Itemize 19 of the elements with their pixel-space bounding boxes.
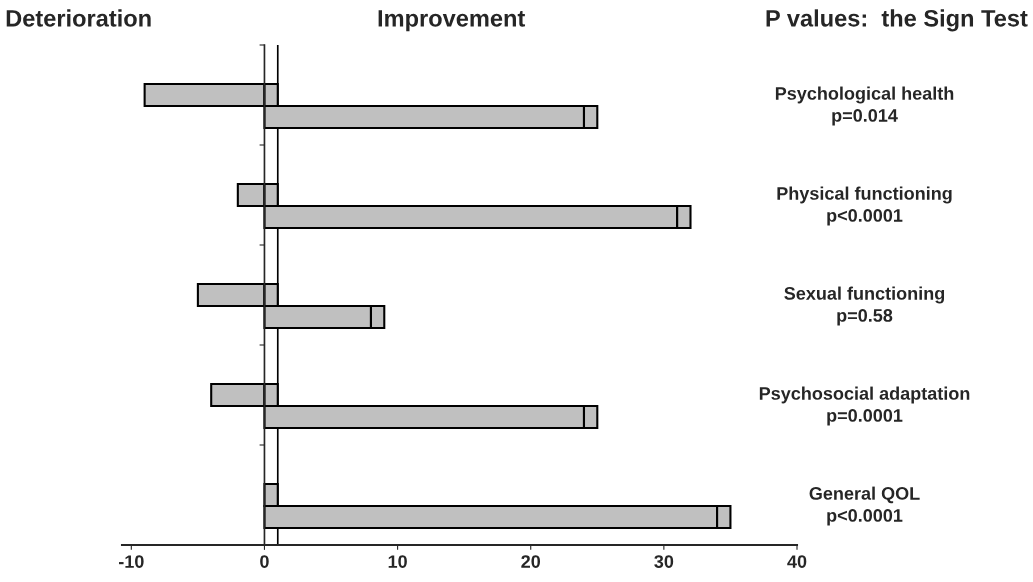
text: Deterioration: [6, 9, 151, 27]
x-tick-label: 10: [388, 555, 407, 568]
y-tick-label: p<0.0001: [827, 209, 903, 226]
y-tick-label: p=0.58: [837, 309, 893, 326]
x-tick-label: 30: [654, 555, 674, 569]
text: P values: the Sign Test: [766, 9, 1028, 32]
x-tick-label: 40: [787, 555, 807, 568]
y-tick-label: Physical functioning: [777, 186, 952, 204]
x-tick-label: -10: [118, 555, 144, 568]
x-tick-label: 0: [260, 555, 269, 568]
y-tick-label: General QOL: [809, 486, 920, 504]
y-tick-label: Sexual functioning: [784, 286, 945, 304]
x-tick-label: 20: [521, 555, 541, 568]
y-tick-label: p=0.0001: [827, 409, 903, 426]
y-tick-label: p=0.014: [832, 109, 898, 126]
y-tick-label: Psychosocial adaptation: [759, 386, 970, 404]
y-tick-label: Psychological health: [775, 86, 954, 104]
text: Improvement: [378, 10, 526, 32]
y-tick-label: p<0.0001: [827, 509, 903, 526]
